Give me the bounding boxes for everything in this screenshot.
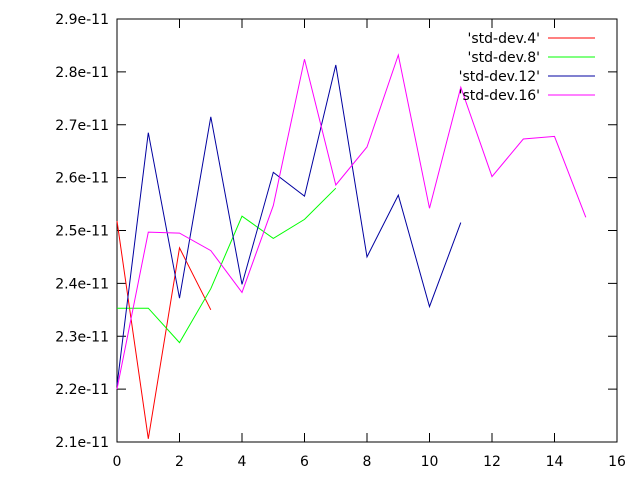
legend-label: 'std-dev.12' bbox=[459, 69, 540, 85]
x-tick-label: 8 bbox=[363, 454, 372, 470]
plot-frame bbox=[116, 18, 618, 443]
legend: 'std-dev.4' 'std-dev.8' 'std-dev.12' 'std-d… bbox=[459, 31, 595, 104]
y-tick-label: 2.4e-11 bbox=[55, 276, 109, 292]
y-tick-label: 2.7e-11 bbox=[55, 118, 109, 134]
series-line-4 bbox=[116, 53, 587, 390]
series-line-3 bbox=[116, 64, 462, 386]
series-line-1 bbox=[116, 220, 212, 439]
axis-ticks: 0 2 4 6 8 10 12 14 16 2.1e-11 2.2e-11 2.3e-11 2.4e-1… bbox=[55, 12, 626, 470]
x-tick-label: 0 bbox=[113, 454, 122, 470]
y-tick-label: 2.3e-11 bbox=[55, 329, 109, 345]
x-tick-label: 10 bbox=[421, 454, 439, 470]
y-tick-label: 2.5e-11 bbox=[55, 224, 109, 240]
x-tick-label: 14 bbox=[546, 454, 564, 470]
y-tick-label: 2.2e-11 bbox=[55, 382, 109, 398]
x-tick-label: 2 bbox=[175, 454, 184, 470]
x-tick-label: 4 bbox=[238, 454, 247, 470]
legend-label: 'std-dev.16' bbox=[459, 88, 540, 104]
series-layer bbox=[116, 53, 587, 439]
y-tick-label: 2.9e-11 bbox=[55, 12, 109, 28]
y-tick-label: 2.1e-11 bbox=[55, 435, 109, 451]
x-tick-label: 16 bbox=[608, 454, 626, 470]
x-tick-label: 6 bbox=[300, 454, 309, 470]
series-line-2 bbox=[117, 187, 337, 344]
y-tick-label: 2.6e-11 bbox=[55, 171, 109, 187]
legend-label: 'std-dev.4' bbox=[468, 31, 540, 47]
x-tick-label: 12 bbox=[483, 454, 501, 470]
legend-label: 'std-dev.8' bbox=[468, 50, 540, 66]
y-tick-label: 2.8e-11 bbox=[55, 65, 109, 81]
